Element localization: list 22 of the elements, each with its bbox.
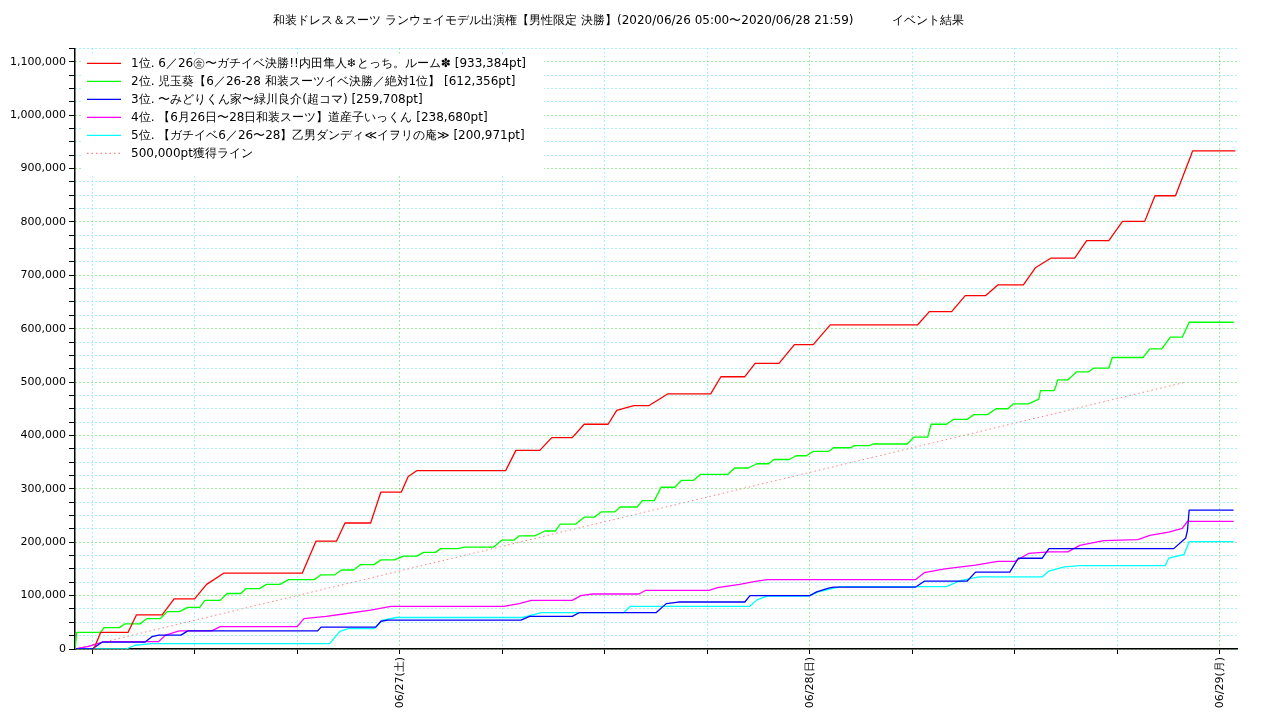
x-tick-label: 06/29(月): [1212, 657, 1226, 709]
y-tick-label: 600,000: [20, 321, 66, 335]
y-tick-label: 300,000: [20, 481, 66, 495]
y-tick-label: 500,000: [20, 374, 66, 388]
y-tick-label: 900,000: [20, 161, 66, 175]
y-tick-label: 700,000: [20, 268, 66, 282]
y-tick-label: 100,000: [20, 588, 66, 602]
legend-label: 1位. 6／26㊎〜ガチイベ決勝!!内田隼人❄とっち。ルーム✽ [933,384pt]: [131, 55, 527, 70]
y-tick-label: 1,100,000: [10, 54, 66, 68]
legend-label: 5位. 【ガチイベ6／26〜28】乙男ダンディ≪イヲリの庵≫ [200,971pt]: [131, 127, 525, 142]
legend-label: 500,000pt獲得ライン: [131, 145, 253, 160]
legend-label: 3位. 〜みどりくん家〜緑川良介(超コマ) [259,708pt]: [131, 91, 423, 106]
legend-label: 2位. 児玉葵【6／26-28 和装スーツイベ決勝／絶対1位】 [612,356pt]: [131, 73, 516, 88]
legend-label: 4位. 【6月26日〜28日和装スーツ】道産子いっくん [238,680pt]: [131, 109, 488, 124]
chart-title: 和装ドレス＆スーツ ランウェイモデル出演権【男性限定 決勝】(2020/06/26 05:00〜2020/06/28 21:59) イベント結果: [273, 13, 964, 28]
y-tick-label: 800,000: [20, 214, 66, 228]
y-tick-label: 200,000: [20, 535, 66, 549]
y-tick-label: 0: [59, 641, 66, 655]
x-tick-label: 06/27(土): [392, 657, 406, 709]
x-tick-label: 06/28(日): [802, 657, 816, 709]
y-tick-label: 400,000: [20, 428, 66, 442]
y-tick-label: 1,000,000: [10, 107, 66, 121]
